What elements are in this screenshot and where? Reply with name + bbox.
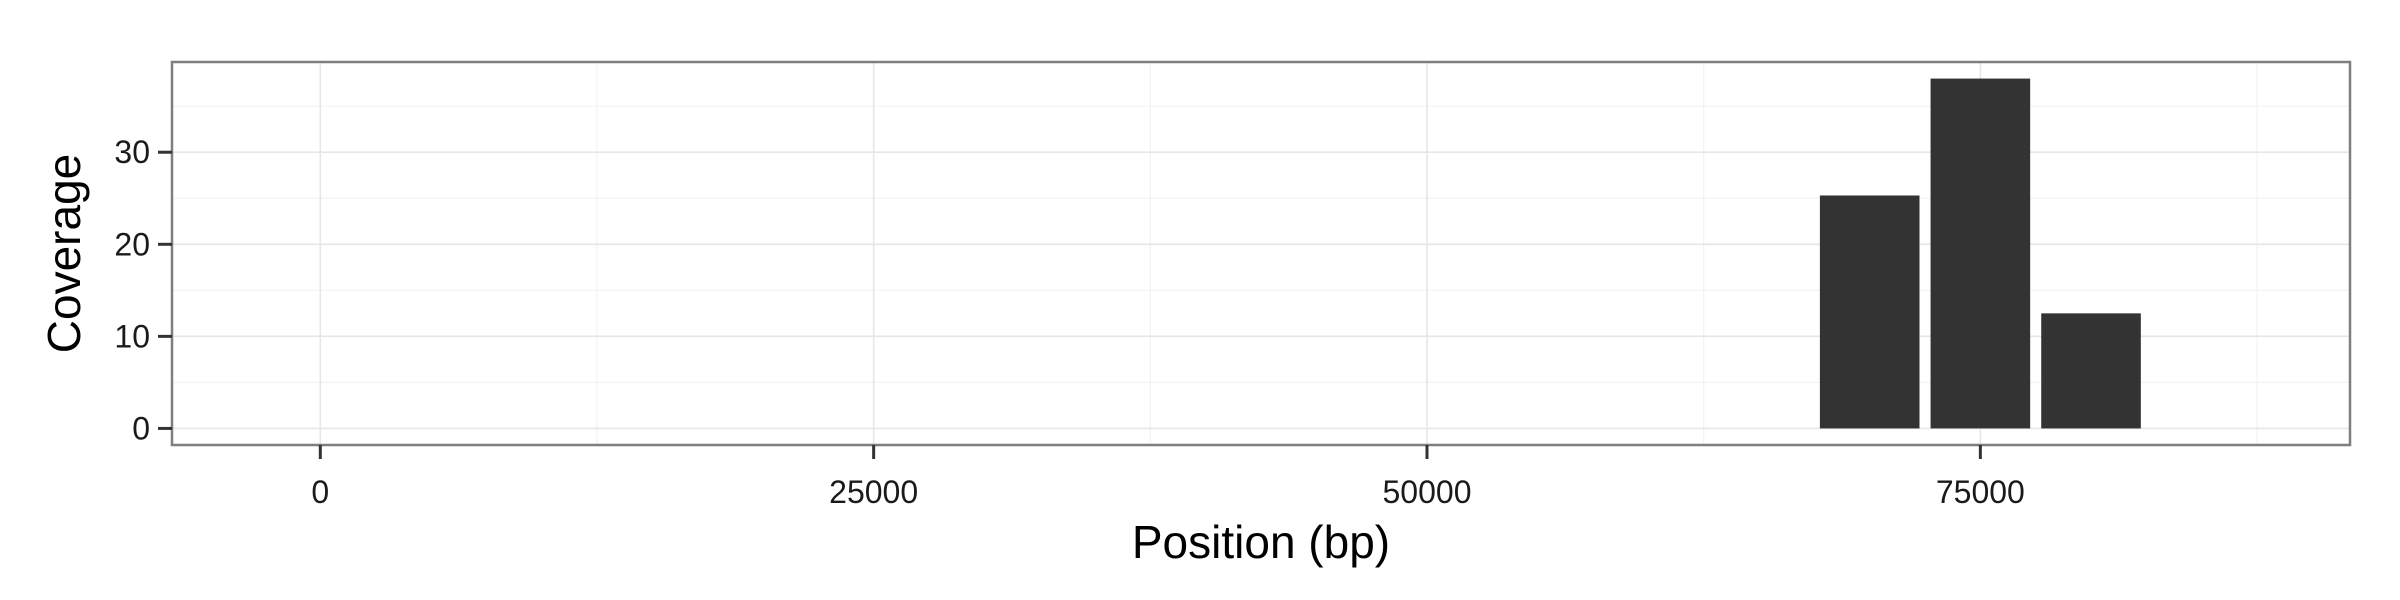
y-tick-label: 0 bbox=[132, 410, 150, 446]
x-tick-label: 75000 bbox=[1936, 474, 2025, 510]
y-axis-title: Coverage bbox=[38, 154, 90, 353]
y-axis: 0 10 20 30 bbox=[114, 134, 172, 446]
x-tick-label: 0 bbox=[311, 474, 329, 510]
coverage-bar bbox=[1930, 78, 2031, 429]
x-axis-title: Position (bp) bbox=[1132, 516, 1390, 568]
x-tick-label: 50000 bbox=[1383, 474, 1472, 510]
y-tick-label: 30 bbox=[114, 134, 150, 170]
plot-panel-border bbox=[170, 60, 2352, 447]
y-tick-label: 10 bbox=[114, 318, 150, 354]
coverage-bar bbox=[2041, 313, 2141, 429]
coverage-bar bbox=[1819, 195, 1920, 429]
x-tick-label: 25000 bbox=[829, 474, 918, 510]
x-axis: 0 25000 50000 75000 bbox=[311, 445, 2025, 510]
y-tick-label: 20 bbox=[114, 226, 150, 262]
bars bbox=[1819, 78, 2141, 429]
